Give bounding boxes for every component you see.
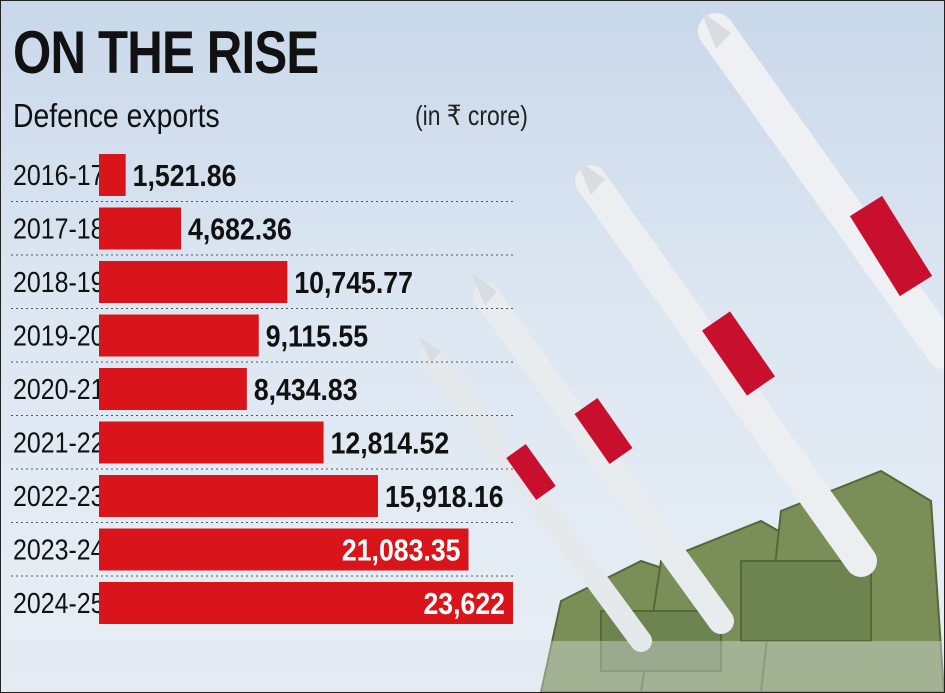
value-label: 12,814.52 — [331, 427, 450, 461]
value-label: 1,521.86 — [133, 159, 237, 193]
category-label: 2019-20 — [13, 320, 104, 352]
missile-icon — [419, 337, 652, 652]
missile-icon — [575, 159, 877, 577]
bar — [99, 475, 378, 517]
value-label: 10,745.77 — [294, 266, 413, 300]
chart-subtitle: Defence exports — [13, 97, 220, 134]
bar — [99, 582, 513, 624]
bar — [99, 207, 182, 250]
bar — [99, 528, 469, 571]
category-label: 2021-22 — [13, 427, 104, 459]
category-label: 2024-25 — [13, 587, 104, 619]
category-label: 2023-24 — [13, 534, 104, 566]
bar — [99, 421, 324, 464]
missile-icon — [471, 273, 734, 634]
value-label: 21,083.35 — [342, 534, 461, 568]
launcher-icon — [539, 469, 944, 692]
category-label: 2016-17 — [13, 159, 104, 191]
value-label: 9,115.55 — [266, 320, 368, 354]
bar — [99, 368, 247, 410]
bar — [99, 154, 126, 196]
missile-icon — [698, 11, 944, 369]
value-label: 23,622 — [423, 587, 505, 621]
bar — [99, 261, 288, 303]
chart-title: ON THE RISE — [13, 19, 319, 86]
category-label: 2022-23 — [13, 480, 104, 512]
category-label: 2018-19 — [13, 266, 104, 298]
bar — [99, 314, 259, 357]
category-label: 2020-21 — [13, 373, 104, 405]
category-label: 2017-18 — [13, 213, 104, 245]
value-label: 8,434.83 — [254, 373, 358, 407]
unit-label: (in ₹ crore) — [415, 100, 528, 131]
value-label: 4,682.36 — [188, 213, 292, 247]
value-label: 15,918.16 — [385, 480, 504, 514]
